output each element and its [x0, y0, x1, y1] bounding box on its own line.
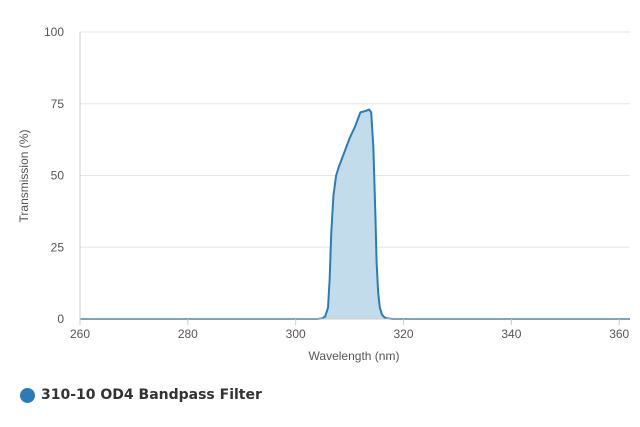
y-tick-label-50: 50: [51, 169, 65, 183]
transmission-chart: 0 25 50 75 100 260 280 300 320 340 360 Wavelength …: [17, 25, 630, 363]
legend-label: 310-10 OD4 Bandpass Filter: [41, 387, 262, 403]
legend[interactable]: 310-10 OD4 Bandpass Filter: [20, 387, 262, 403]
legend-swatch-icon: [20, 387, 35, 403]
axes: [79, 32, 630, 325]
x-tick-label-340: 340: [501, 327, 521, 341]
x-tick-label-300: 300: [286, 327, 306, 341]
tick-labels: 0 25 50 75 100 260 280 300 320 340 360: [44, 25, 630, 341]
x-tick-label-320: 320: [394, 327, 414, 341]
y-tick-label-0: 0: [57, 312, 64, 326]
series-area: [80, 108, 630, 320]
y-tick-label-25: 25: [51, 240, 65, 254]
y-tick-label-75: 75: [51, 97, 65, 111]
x-tick-label-280: 280: [178, 327, 198, 341]
series-line-0: [80, 108, 630, 320]
x-tick-label-260: 260: [70, 327, 90, 341]
y-tick-label-100: 100: [44, 25, 64, 39]
x-tick-label-360: 360: [609, 327, 629, 341]
x-axis-title: Wavelength (nm): [309, 349, 400, 363]
y-axis-title: Transmission (%): [17, 130, 31, 223]
series-area-fill-0: [80, 109, 630, 320]
